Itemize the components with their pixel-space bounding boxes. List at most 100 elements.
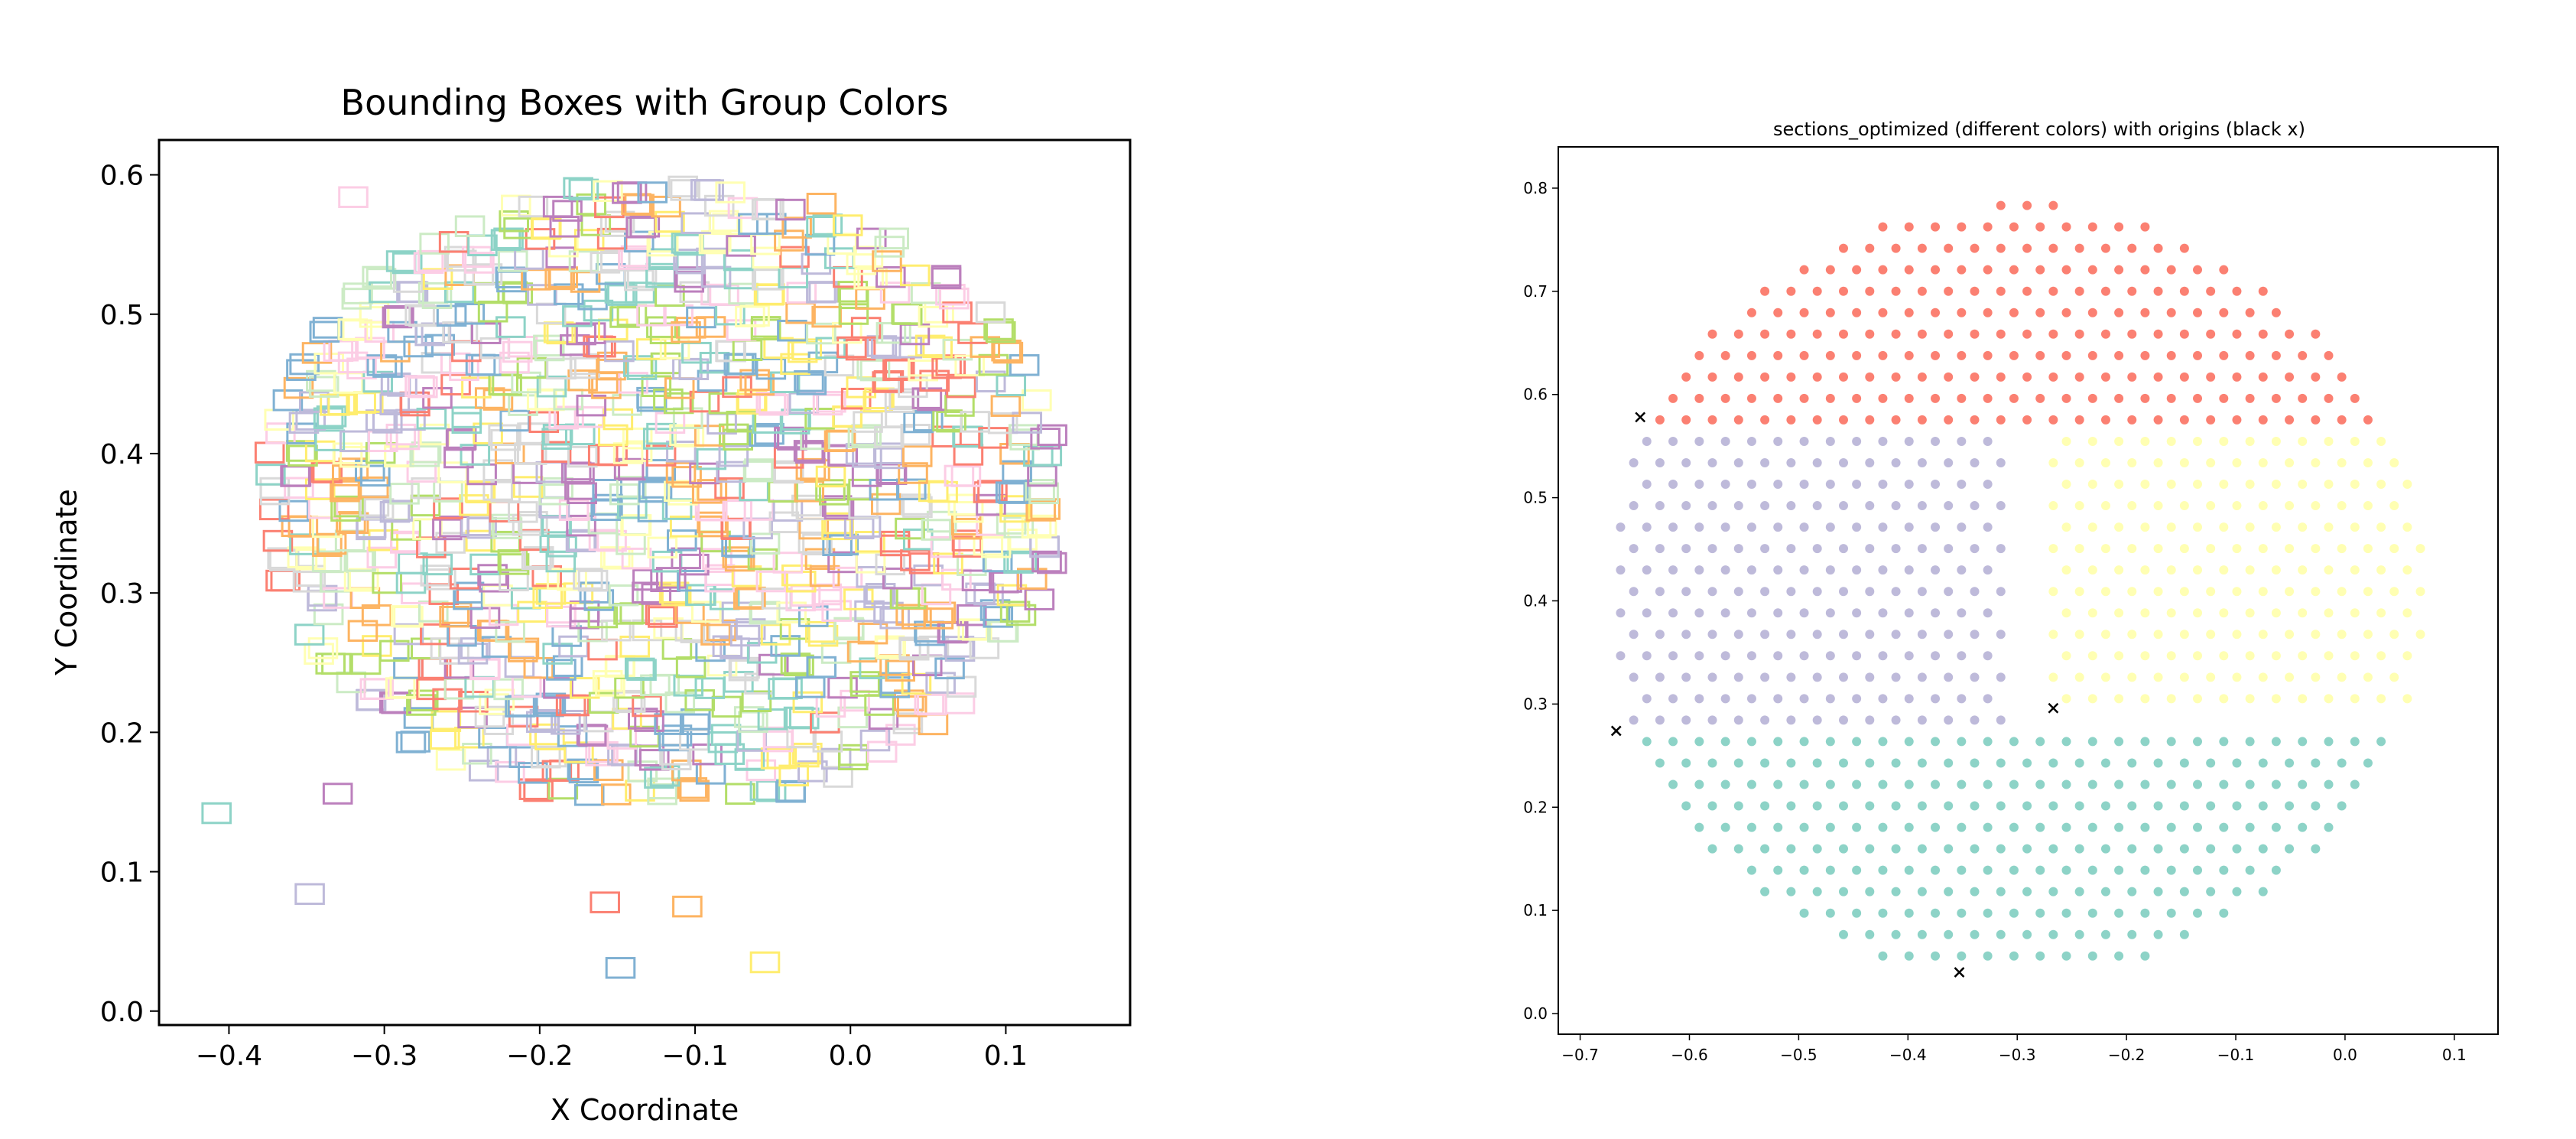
section-point [1799, 265, 1809, 275]
section-point [1904, 522, 1914, 532]
section-point [2166, 265, 2176, 275]
section-point [1878, 436, 1888, 446]
bounding-box [815, 465, 846, 488]
y-tick-label: 0.8 [1523, 179, 1548, 197]
section-point [1733, 457, 1743, 467]
bounding-box [518, 195, 549, 218]
section-point [2363, 587, 2373, 597]
section-point [1668, 651, 1678, 661]
bounding-box [410, 494, 441, 517]
section-point [2061, 865, 2071, 875]
section-point [1720, 436, 1730, 446]
section-point [1773, 480, 1783, 490]
bounding-box [295, 408, 326, 431]
section-point [2087, 565, 2097, 575]
section-point [2100, 286, 2110, 296]
section-point [1891, 544, 1901, 554]
section-point [2153, 501, 2163, 511]
section-point [2140, 651, 2150, 661]
bounding-box [430, 637, 461, 659]
section-point [1865, 801, 1875, 811]
bounding-box [333, 495, 364, 518]
section-point [1931, 651, 1941, 661]
bounding-box [366, 546, 398, 569]
section-point [1957, 222, 1967, 232]
bounding-box [843, 588, 874, 610]
section-point [2166, 308, 2176, 317]
section-point [2206, 587, 2216, 597]
section-point [1904, 694, 1914, 704]
bounding-box [495, 620, 525, 643]
section-point [1773, 865, 1783, 875]
bounding-box [638, 480, 669, 503]
bounding-box [832, 405, 862, 428]
bounding-box [422, 268, 453, 290]
section-point [2009, 308, 2019, 317]
section-point [2140, 565, 2150, 575]
bounding-box [734, 748, 765, 770]
section-point [1983, 779, 1993, 789]
bounding-box [1031, 550, 1062, 573]
bounding-box [698, 515, 729, 538]
section-point [2285, 801, 2295, 811]
bounding-box [362, 370, 393, 393]
section-point [1878, 737, 1888, 747]
bounding-box [316, 532, 347, 555]
bounding-box [598, 424, 629, 447]
section-point [2087, 822, 2097, 832]
section-point [1746, 822, 1756, 832]
bounding-box [712, 213, 742, 236]
section-point [2179, 544, 2189, 554]
section-point [1996, 372, 2006, 382]
section-point [1773, 350, 1783, 360]
bounding-box [499, 553, 530, 575]
bounding-box [857, 622, 888, 645]
bounding-box [775, 779, 806, 802]
section-point [2285, 329, 2295, 339]
section-point [1707, 758, 1717, 768]
section-point [2074, 929, 2084, 939]
x-tick-label: 0.1 [2442, 1046, 2467, 1064]
bounding-box [542, 643, 573, 665]
section-point [1852, 522, 1862, 532]
section-point [1944, 286, 1954, 296]
bounding-box [314, 429, 346, 451]
section-point [2153, 672, 2163, 682]
bounding-box [443, 446, 474, 469]
section-point [1707, 544, 1717, 554]
bounding-box [711, 695, 742, 718]
section-point [2114, 393, 2124, 403]
section-point [2114, 737, 2124, 747]
section-point [1878, 608, 1888, 618]
bounding-box [773, 447, 804, 469]
bounding-box [312, 461, 343, 483]
bounding-box [338, 512, 369, 535]
section-point [2376, 737, 2386, 747]
bounding-box [443, 678, 475, 700]
section-point [2258, 544, 2268, 554]
bounding-box [918, 635, 950, 658]
bounding-box [941, 568, 972, 591]
section-point [1891, 243, 1901, 253]
section-point [1944, 415, 1954, 425]
section-point [1760, 630, 1770, 639]
bounding-box [661, 584, 692, 607]
section-point [1746, 737, 1756, 747]
bounding-box [930, 535, 961, 558]
section-point [1786, 457, 1796, 467]
section-point [1865, 587, 1875, 597]
bounding-box [957, 554, 987, 576]
bounding-box [609, 306, 640, 328]
axes-frame [158, 138, 1132, 1027]
section-point [2193, 737, 2203, 747]
section-point [2166, 908, 2176, 918]
section-point [2311, 544, 2321, 554]
bounding-box [1025, 479, 1055, 501]
bounding-box [454, 215, 486, 237]
bounding-box [554, 405, 584, 428]
bounding-box [809, 565, 840, 587]
bounding-box [599, 546, 631, 568]
bounding-box [495, 316, 526, 338]
bounding-box [493, 678, 524, 701]
section-point [2363, 544, 2373, 554]
